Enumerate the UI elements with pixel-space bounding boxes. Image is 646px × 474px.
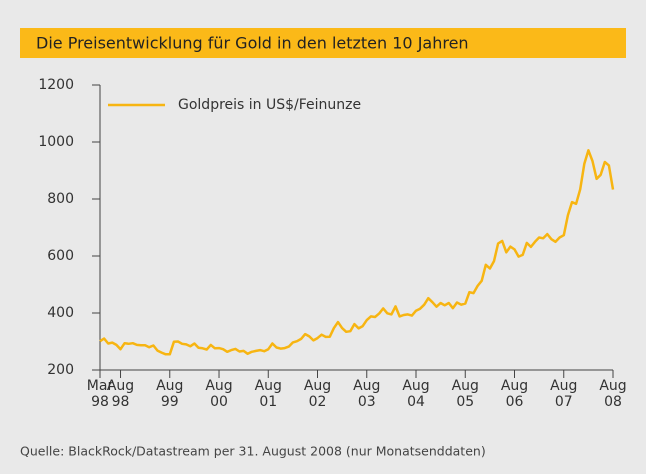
y-tick-label: 1200	[38, 77, 74, 93]
x-tick-label: Aug 99	[156, 378, 184, 410]
x-tick-label: Aug 00	[205, 378, 233, 410]
x-tick-label: Aug 98	[106, 378, 135, 410]
x-tick-label: Aug 03	[353, 378, 381, 410]
y-tick-label: 800	[47, 191, 74, 207]
legend-label: Goldpreis in US$/Feinunze	[178, 97, 361, 113]
source: Quelle: BlackRock/Datastream per 31. Aug…	[20, 444, 486, 459]
x-tick-label: Aug 04	[402, 378, 430, 410]
title-bar	[20, 28, 626, 58]
x-tick-label: Aug 02	[303, 378, 332, 410]
data-line	[99, 149, 615, 356]
chart-title: Die Preisentwicklung für Gold in den let…	[36, 34, 469, 53]
y-tick-label: 600	[47, 248, 74, 264]
x-tick-label: Aug 05	[451, 378, 479, 410]
x-tick-label: Aug 08	[599, 378, 627, 410]
x-tick-label: Aug 07	[550, 378, 578, 410]
y-tick-label: 400	[47, 305, 74, 321]
x-tick-label: Mar 98	[86, 378, 114, 410]
x-tick-label: Aug 01	[254, 378, 282, 410]
y-tick-label: 200	[47, 362, 74, 378]
x-tick-label: Aug 06	[500, 378, 529, 410]
y-tick-label: 1000	[38, 134, 74, 150]
